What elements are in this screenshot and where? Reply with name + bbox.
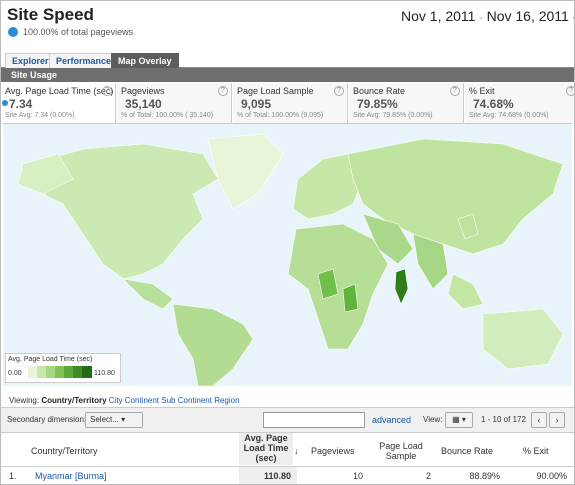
column-header[interactable]: Country/Territory [31,446,98,456]
world-map [17,133,564,387]
series-dot [2,100,8,106]
row-rule [1,466,574,467]
metric-value: 74.68% [473,97,514,111]
row-cell: 90.00% [536,471,567,481]
sort-arrow: ↓ [294,446,299,456]
metric-label: Bounce Rate [353,86,406,96]
view-option[interactable]: Continent [124,396,160,405]
metric-card[interactable]: Page Load Sample 9,095% of Total: 100.00%… [233,83,348,123]
metric-value: 7.34 [9,97,33,111]
metric-label: Pageviews [121,86,165,96]
viewing-label: Viewing: [9,396,40,405]
date-end: Nov 16, 2011 [486,8,569,24]
next-page[interactable]: › [549,412,565,428]
view-option-active[interactable]: Country/Territory [41,396,107,405]
search-box[interactable] [263,412,365,428]
prev-page[interactable]: ‹ [531,412,547,428]
row-cell: 2 [425,471,431,481]
tab-active[interactable]: Map Overlay [111,53,179,68]
date-range[interactable]: Nov 1, 2011 - Nov 16, 2011 ▾ [401,6,574,26]
metric-sub: Site Avg: 79.85% (0.00%) [353,112,433,119]
segment-dot [8,27,18,37]
view-label: View: [423,415,443,424]
metric-sub: Site Avg: 74.68% (0.00%) [469,112,549,119]
secondary-label: Secondary dimension: [7,415,87,424]
date-start: Nov 1, 2011 [401,8,476,24]
legend-scale [28,366,92,378]
metric-sub: % of Total: 100.00% (9,095) [237,112,324,119]
column-header[interactable]: Page Load Sample [379,441,423,461]
legend-min: 0.00 [8,370,22,377]
metric-sub: % of Total: 100.00% ( 35,140) [121,112,214,119]
legend-title: Avg. Page Load Time (sec) [8,356,93,363]
view-option[interactable]: Sub Continent Region [161,396,240,405]
select-text: Select... [90,415,119,424]
tab[interactable]: Explorer [5,53,56,68]
sorted-cell-bg [239,467,297,484]
segment-label[interactable]: 100.00% of total pageviews [23,27,134,37]
metric-label: Page Load Sample [237,86,314,96]
metric-sub: Site Avg: 7.34 (0.00%) [5,112,75,119]
date-separator: - [479,13,483,24]
column-header[interactable]: Bounce Rate [441,446,494,456]
column-header-sorted[interactable]: Avg. Page Load Time (sec) [239,433,293,465]
view-toggle[interactable]: ▦ ▾ [445,412,473,428]
section-title: Site Usage [11,70,58,80]
view-option[interactable]: City [108,396,123,405]
help-icon[interactable]: ? [102,86,112,96]
map-legend: Avg. Page Load Time (sec) 0.00 110.80 [5,353,121,383]
metric-card[interactable]: % Exit 74.68% Site Avg: 74.68% (0.00%)? [465,83,574,123]
advanced-link[interactable]: advanced [372,415,412,425]
help-icon[interactable]: ? [566,86,574,96]
row-cell: 110.80 [263,471,291,481]
metric-value: 9,095 [241,97,272,111]
page-title: Site Speed [7,5,94,24]
map [3,123,572,387]
column-header[interactable]: Pageviews [311,446,355,456]
metric-label: % Exit [469,86,495,96]
tab[interactable]: Performance [49,53,119,68]
metric-card[interactable]: Bounce Rate 79.85% Site Avg: 79.85% (0.00%… [349,83,464,123]
help-icon[interactable]: ? [334,86,344,96]
metric-label: Avg. Page Load Time (sec) [5,86,114,96]
section-bar: Site Usage [1,68,574,82]
row-cell: 88.89% [469,471,500,481]
table-toolbar: Secondary dimension: Select... ▾ advance… [1,407,574,433]
row-index: 1. [9,471,17,481]
metric-card[interactable]: Avg. Page Load Time (sec) 7.34 Site Avg: 7… [1,83,116,123]
tab-rule [1,67,574,68]
metric-value: 35,140 [125,97,162,111]
secondary-select[interactable]: Select... ▾ [85,412,143,428]
metric-value: 79.85% [357,97,398,111]
legend-max: 110.80 [94,370,115,377]
row-cell: 10 [352,471,363,481]
pagination: 1 - 10 of 172 [481,415,526,424]
viewing-row: Viewing: Country/Territory City Continen… [9,396,240,405]
help-icon[interactable]: ? [450,86,460,96]
help-icon[interactable]: ? [218,86,228,96]
column-header[interactable]: % Exit [523,446,549,456]
metric-card[interactable]: Pageviews 35,140% of Total: 100.00% ( 35,… [117,83,232,123]
row-country[interactable]: Myanmar [Burma] [35,471,107,481]
